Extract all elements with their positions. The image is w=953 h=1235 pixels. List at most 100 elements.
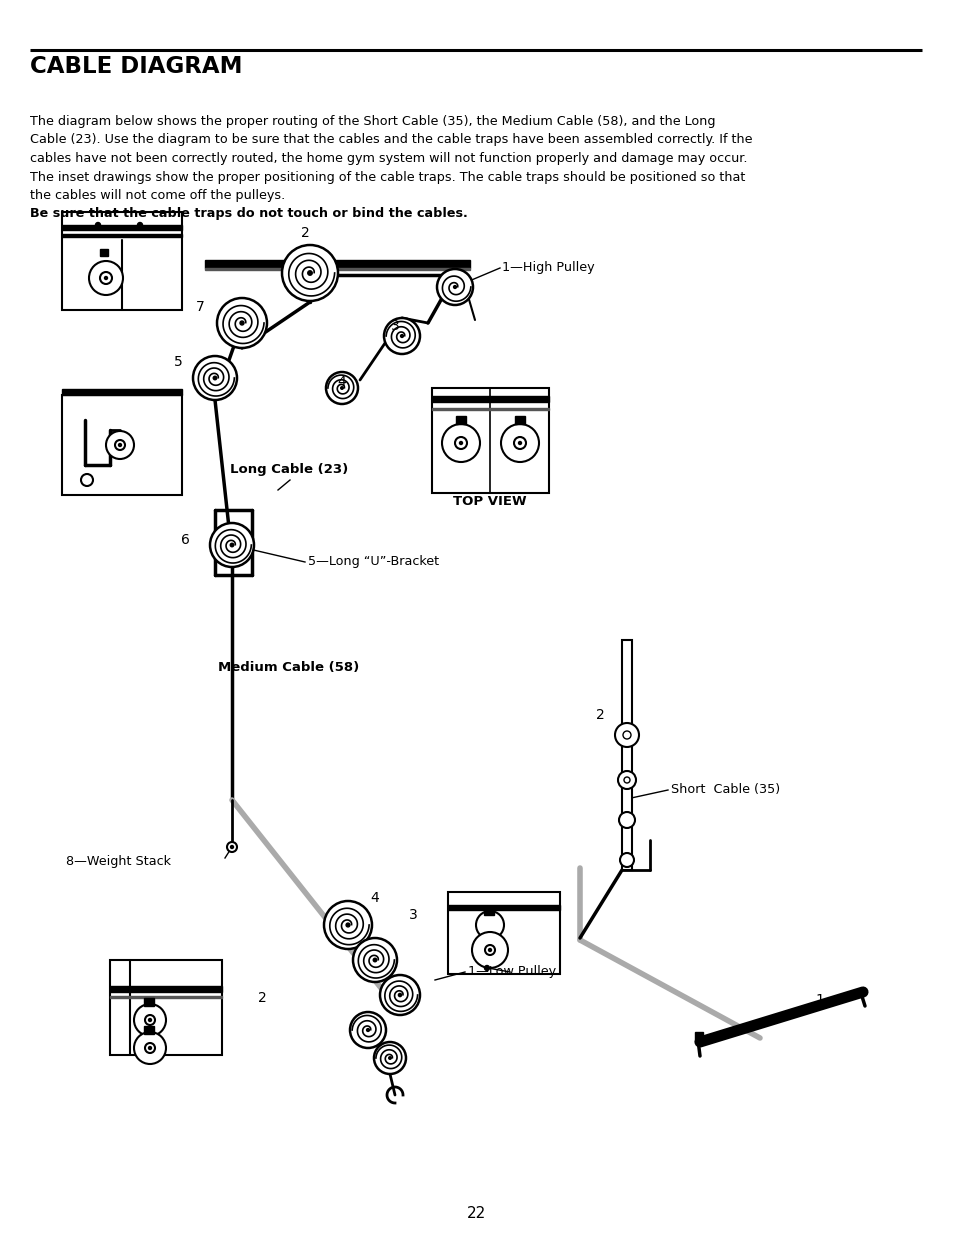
Circle shape <box>213 377 216 379</box>
Bar <box>432 408 548 410</box>
Circle shape <box>379 974 419 1015</box>
Text: Be sure that the cable traps do not touch or bind the cables.: Be sure that the cable traps do not touc… <box>30 207 467 221</box>
Text: 3: 3 <box>408 908 416 923</box>
Circle shape <box>149 1019 152 1021</box>
Text: The diagram below shows the proper routing of the Short Cable (35), the Medium C: The diagram below shows the proper routi… <box>30 115 715 128</box>
Circle shape <box>346 923 350 927</box>
Circle shape <box>488 948 491 951</box>
Bar <box>110 986 222 992</box>
Text: 5—Long “U”-Bracket: 5—Long “U”-Bracket <box>308 556 438 568</box>
Text: 7: 7 <box>195 300 204 314</box>
Circle shape <box>100 272 112 284</box>
Circle shape <box>484 945 495 955</box>
Circle shape <box>145 1044 154 1053</box>
Circle shape <box>518 441 521 445</box>
Circle shape <box>476 911 503 939</box>
Bar <box>205 268 470 270</box>
Circle shape <box>366 1029 369 1031</box>
Circle shape <box>340 387 343 389</box>
Circle shape <box>472 932 507 968</box>
Bar <box>110 960 222 1055</box>
Circle shape <box>133 1004 166 1036</box>
Circle shape <box>115 440 125 450</box>
Bar <box>432 396 548 403</box>
Circle shape <box>400 335 403 337</box>
Circle shape <box>500 424 538 462</box>
Circle shape <box>326 372 357 404</box>
Text: 2: 2 <box>595 708 604 722</box>
Text: TOP VIEW: TOP VIEW <box>453 495 526 508</box>
Circle shape <box>95 222 100 227</box>
Circle shape <box>615 722 639 747</box>
Text: 8—Weight Stack: 8—Weight Stack <box>66 856 171 868</box>
Circle shape <box>388 1057 391 1060</box>
Circle shape <box>149 1046 152 1050</box>
Text: 4: 4 <box>337 375 346 389</box>
Circle shape <box>436 269 473 305</box>
Circle shape <box>455 437 467 450</box>
Circle shape <box>374 1042 406 1074</box>
Bar <box>62 225 182 230</box>
Circle shape <box>622 731 630 739</box>
Circle shape <box>89 261 123 295</box>
Text: Long Cable (23): Long Cable (23) <box>230 463 348 477</box>
Circle shape <box>618 771 636 789</box>
Circle shape <box>216 298 267 348</box>
Bar <box>432 388 548 493</box>
Circle shape <box>308 270 312 275</box>
Bar <box>456 416 465 424</box>
Circle shape <box>350 1011 386 1049</box>
Text: 2: 2 <box>257 990 266 1005</box>
Circle shape <box>618 811 635 827</box>
Circle shape <box>484 966 489 971</box>
Circle shape <box>227 842 236 852</box>
Bar <box>144 998 153 1007</box>
Bar <box>100 249 108 256</box>
Text: 1: 1 <box>815 993 823 1007</box>
Circle shape <box>193 356 236 400</box>
Circle shape <box>453 285 456 289</box>
Text: 4: 4 <box>370 890 379 905</box>
Circle shape <box>137 222 142 227</box>
Circle shape <box>384 317 419 354</box>
Text: cables have not been correctly routed, the home gym system will not function pro: cables have not been correctly routed, t… <box>30 152 747 165</box>
Circle shape <box>353 939 396 982</box>
Text: 2: 2 <box>300 226 309 240</box>
Bar <box>515 416 524 424</box>
Circle shape <box>441 424 479 462</box>
Bar <box>62 212 182 310</box>
Bar <box>205 261 470 268</box>
Circle shape <box>514 437 525 450</box>
Bar <box>483 906 494 915</box>
Text: 3: 3 <box>390 319 399 333</box>
Circle shape <box>459 441 462 445</box>
Text: CABLE DIAGRAM: CABLE DIAGRAM <box>30 56 242 78</box>
Bar <box>448 892 559 974</box>
Bar <box>695 1032 702 1042</box>
Circle shape <box>282 245 337 301</box>
Circle shape <box>105 277 108 279</box>
Text: the cables will not come off the pulleys.: the cables will not come off the pulleys… <box>30 189 289 203</box>
Circle shape <box>118 443 121 447</box>
Circle shape <box>231 846 233 848</box>
Text: Medium Cable (58): Medium Cable (58) <box>218 662 359 674</box>
Text: The inset drawings show the proper positioning of the cable traps. The cable tra: The inset drawings show the proper posit… <box>30 170 744 184</box>
Circle shape <box>106 431 133 459</box>
Circle shape <box>373 958 376 962</box>
Bar <box>448 905 559 910</box>
Text: 1—High Pulley: 1—High Pulley <box>501 262 594 274</box>
Text: 1—Low Pulley: 1—Low Pulley <box>468 966 556 978</box>
Text: Cable (23). Use the diagram to be sure that the cables and the cable traps have : Cable (23). Use the diagram to be sure t… <box>30 133 752 147</box>
Circle shape <box>240 321 244 325</box>
Bar <box>110 995 222 998</box>
Circle shape <box>210 522 253 567</box>
Bar <box>62 395 182 495</box>
Circle shape <box>398 993 401 997</box>
Bar <box>62 233 182 237</box>
Circle shape <box>133 1032 166 1065</box>
Circle shape <box>81 474 92 487</box>
Circle shape <box>230 543 233 547</box>
Circle shape <box>623 777 629 783</box>
Text: 5: 5 <box>173 354 182 369</box>
Text: 6: 6 <box>180 534 190 547</box>
